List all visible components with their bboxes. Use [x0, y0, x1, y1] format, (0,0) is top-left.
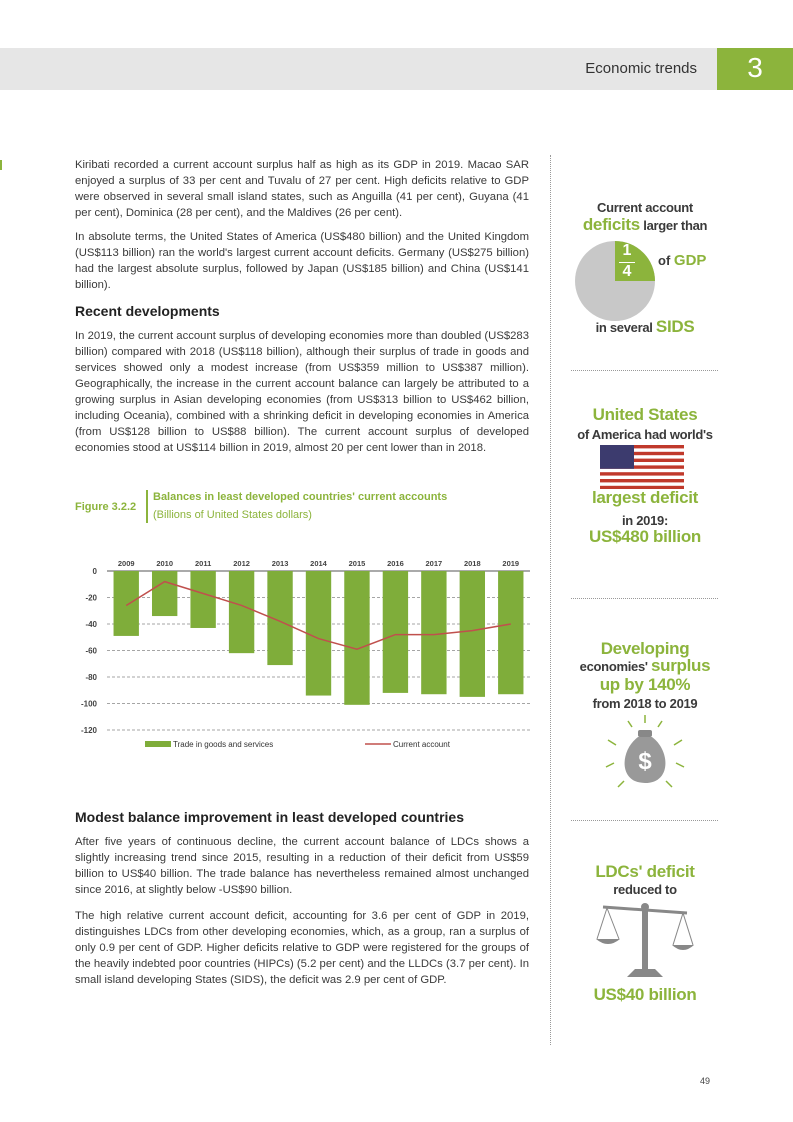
section-title: Economic trends — [585, 60, 697, 77]
text: Current account — [597, 200, 693, 215]
text: up by 140% — [599, 675, 691, 694]
money-bag-icon: $ — [605, 715, 685, 788]
sidebar-line: reduced to — [565, 881, 725, 898]
x-tick-label: 2015 — [349, 559, 366, 568]
bar — [228, 571, 255, 654]
x-tick-label: 2014 — [310, 559, 328, 568]
bar — [113, 571, 139, 636]
legend-swatch — [145, 741, 171, 747]
heading: Recent developments — [75, 303, 220, 319]
section-number-box — [717, 48, 793, 90]
paragraph: After five years of continuous decline, … — [75, 836, 529, 896]
bar — [382, 571, 409, 693]
figure-title: Balances in least developed countries' c… — [153, 491, 448, 503]
page-number: 49 — [700, 1076, 711, 1086]
y-tick-label: -100 — [81, 700, 98, 709]
text: largest deficit — [591, 488, 699, 507]
text: reduced to — [613, 882, 677, 897]
line — [125, 580, 511, 650]
sidebar-line: LDCs' deficit — [565, 863, 725, 881]
text: from 2018 to 2019 — [592, 696, 698, 711]
sidebar-line: of GDP — [658, 252, 706, 269]
bar — [151, 571, 178, 617]
x-tick-label: 2013 — [272, 559, 289, 568]
bar — [344, 571, 370, 705]
heading: Modest balance improvement in least deve… — [75, 809, 464, 825]
sidebar-divider — [571, 370, 718, 371]
x-tick-label: 2009 — [118, 559, 135, 568]
fraction-numerator: 1 — [622, 242, 632, 259]
paragraph: Kiribati recorded a current account surp… — [75, 159, 529, 219]
x-tick-label: 2012 — [233, 559, 250, 568]
bar — [190, 571, 216, 628]
fraction-denominator: 4 — [622, 263, 632, 280]
text: US$40 billion — [593, 985, 697, 1004]
y-tick-label: -60 — [85, 647, 97, 656]
margin-mark — [0, 160, 2, 170]
text: in 2019: — [621, 513, 668, 528]
us-flag — [600, 445, 684, 489]
sidebar-line: US$40 billion — [565, 986, 725, 1004]
text: Developing — [600, 639, 690, 658]
figure-rule — [146, 490, 148, 523]
sidebar-divider — [571, 598, 718, 599]
text: deficits — [582, 215, 640, 234]
legend-label: Trade in goods and services — [173, 740, 273, 749]
paragraph: In absolute terms, the United States of … — [75, 231, 529, 291]
sidebar-divider — [571, 820, 718, 821]
text: LDCs' deficit — [595, 862, 695, 881]
y-tick-label: -80 — [85, 673, 97, 682]
sidebar-line: in several SIDS — [565, 318, 725, 336]
paragraph: The high relative current account defici… — [75, 910, 529, 986]
fraction-bar — [619, 262, 635, 263]
bar — [498, 571, 524, 695]
y-tick-label: -40 — [85, 620, 97, 629]
icon-text: $ — [638, 748, 652, 775]
text: surplus — [651, 656, 711, 675]
legend-label: Current account — [393, 740, 451, 749]
column-divider — [550, 155, 551, 1045]
x-tick-label: 2018 — [464, 559, 481, 568]
sidebar-line: economies' surplus — [565, 657, 725, 675]
y-tick-label: -120 — [81, 726, 98, 735]
y-tick-label: -20 — [85, 594, 97, 603]
text: United States — [592, 405, 698, 424]
x-tick-label: 2010 — [156, 559, 173, 568]
text: GDP — [673, 252, 707, 269]
figure-subtitle: (Billions of United States dollars) — [153, 509, 312, 521]
text: in several — [595, 320, 653, 335]
sidebar-line: up by 140% — [565, 676, 725, 694]
sidebar-line: largest deficit — [565, 489, 725, 507]
sidebar-line: of America had world's — [565, 426, 725, 443]
sidebar-line: in 2019: — [565, 512, 725, 529]
text: US$480 billion — [588, 527, 701, 546]
scales-icon — [596, 903, 694, 977]
sidebar-line: US$480 billion — [565, 528, 725, 546]
x-tick-label: 2017 — [426, 559, 443, 568]
bar — [459, 571, 486, 697]
bar — [421, 571, 447, 695]
sidebar-line: Current account — [565, 199, 725, 216]
sidebar-line: from 2018 to 2019 — [565, 695, 725, 712]
text: larger than — [643, 218, 708, 233]
chart: 0 -20 -40 -60 -80 -100 -120 2009 2010 2011 2012 201… — [81, 559, 530, 749]
x-tick-label: 2016 — [387, 559, 404, 568]
pie-icon — [575, 241, 655, 321]
sidebar-line: United States — [565, 406, 725, 424]
paragraph: In 2019, the current account surplus of … — [75, 330, 529, 454]
header-band — [0, 48, 717, 90]
figure-label: Figure 3.2.2 — [75, 501, 137, 513]
y-tick-label: 0 — [93, 567, 98, 576]
text: economies' — [579, 659, 648, 674]
x-tick-label: 2011 — [195, 559, 211, 568]
text: SIDS — [655, 317, 695, 336]
x-tick-label: 2019 — [502, 559, 519, 568]
bar — [305, 571, 332, 696]
text: of America had world's — [577, 427, 713, 442]
section-number: 3 — [747, 52, 763, 83]
text: of — [658, 253, 671, 268]
sidebar-line: deficits larger than — [565, 216, 725, 234]
sidebar-line: Developing — [565, 640, 725, 658]
